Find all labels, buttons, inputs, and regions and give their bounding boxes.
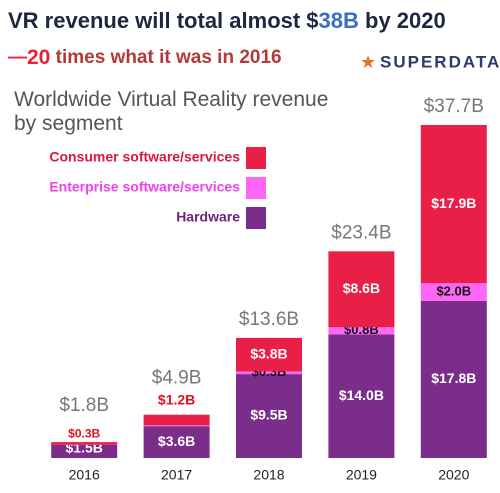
bar-segment bbox=[143, 426, 210, 458]
bar-segment bbox=[236, 371, 302, 375]
bar-segment bbox=[328, 327, 395, 335]
x-tick-label: 2016 bbox=[69, 467, 100, 483]
value-label: $9.5B bbox=[250, 407, 287, 423]
legend-label: Enterprise software/services bbox=[49, 179, 240, 195]
subheadline-part: — bbox=[8, 47, 27, 68]
total-label: $37.7B bbox=[424, 96, 484, 117]
total-label: $13.6B bbox=[239, 309, 299, 330]
x-tick-label: 2019 bbox=[346, 467, 377, 483]
bar-segment bbox=[51, 442, 118, 445]
legend-swatch bbox=[246, 207, 266, 229]
subheadline-highlight: 20 bbox=[27, 46, 50, 69]
legend-swatch bbox=[246, 147, 266, 169]
logo-star: ★ bbox=[360, 52, 376, 72]
bar-segment bbox=[420, 283, 487, 301]
bar-segment bbox=[328, 251, 395, 328]
bar-segment bbox=[143, 425, 210, 427]
bar-segment bbox=[420, 300, 487, 458]
subheadline-part: times what it was in 2016 bbox=[50, 47, 281, 68]
bar-segment bbox=[143, 414, 210, 426]
value-label: $3.6B bbox=[158, 433, 195, 449]
value-label: $17.8B bbox=[431, 370, 476, 386]
bar-segment bbox=[236, 337, 302, 372]
value-label: $14.0B bbox=[339, 387, 384, 403]
value-label: $2.0B bbox=[436, 283, 471, 298]
logo: SUPERDATA bbox=[380, 52, 500, 71]
legend-label: Hardware bbox=[176, 209, 240, 225]
legend-label: Consumer software/services bbox=[49, 149, 240, 165]
chart-title-line: Worldwide Virtual Reality revenue bbox=[14, 88, 328, 111]
headline-part: VR revenue will total almost $ bbox=[8, 8, 319, 33]
headline-highlight: 38B bbox=[319, 8, 359, 33]
bar-segment bbox=[328, 334, 395, 458]
total-label: $1.8B bbox=[59, 395, 109, 416]
headline-part: by 2020 bbox=[359, 8, 446, 33]
x-tick-label: 2018 bbox=[253, 467, 284, 483]
value-label: $1.2B bbox=[158, 391, 195, 407]
subheadline: —20 times what it was in 2016 bbox=[8, 46, 282, 69]
value-label: $17.9B bbox=[431, 195, 476, 211]
value-label: $3.8B bbox=[250, 345, 287, 361]
bar-segment bbox=[420, 125, 487, 284]
total-label: $4.9B bbox=[152, 368, 202, 389]
value-label: $0.3B bbox=[68, 426, 100, 440]
total-label: $23.4B bbox=[331, 222, 391, 243]
bar-segment bbox=[51, 444, 118, 458]
legend-swatch bbox=[246, 177, 266, 199]
value-label: $8.6B bbox=[343, 280, 380, 296]
chart-title-line: by segment bbox=[14, 112, 123, 135]
x-tick-label: 2017 bbox=[161, 467, 192, 483]
chart-title: Worldwide Virtual Reality revenue by segm… bbox=[14, 88, 328, 135]
headline: VR revenue will total almost $38B by 202… bbox=[8, 8, 446, 33]
x-tick-label: 2020 bbox=[438, 467, 469, 483]
bar-segment bbox=[236, 374, 302, 458]
